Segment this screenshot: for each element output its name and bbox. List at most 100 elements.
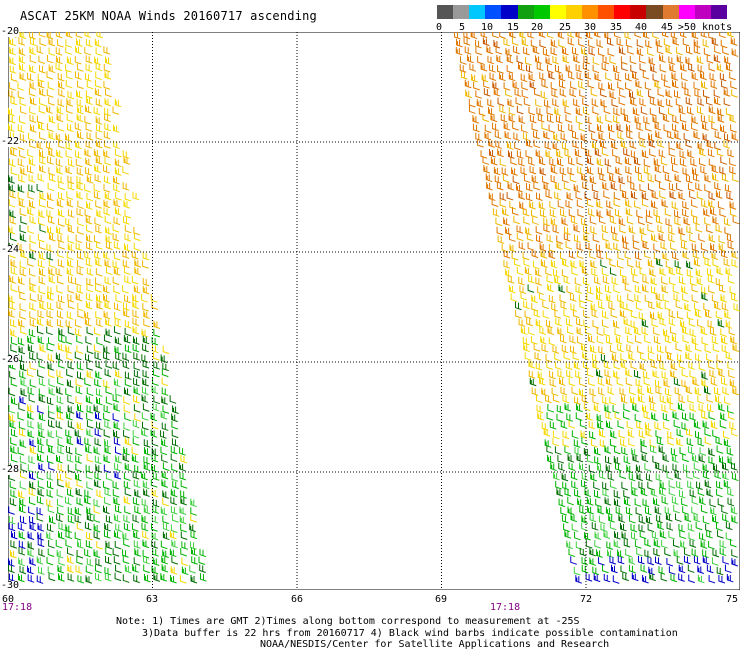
wind-barb [721, 336, 728, 345]
wind-barb [77, 105, 84, 115]
wind-barb [616, 123, 624, 132]
wind-barb [598, 301, 605, 310]
wind-barb [527, 284, 535, 293]
wind-barb [65, 524, 72, 533]
wind-barb [658, 233, 666, 242]
wind-barb [586, 166, 594, 175]
wind-barb [76, 285, 84, 294]
wind-barb [656, 45, 664, 55]
wind-barb [123, 522, 131, 532]
wind-barb [552, 141, 560, 151]
wind-barb [532, 260, 540, 270]
wind-barb [701, 336, 709, 346]
wind-barb [702, 463, 710, 472]
wind-barb [588, 124, 596, 133]
wind-barb [493, 39, 501, 49]
wind-barb [76, 371, 84, 380]
wind-barb [58, 573, 65, 582]
wind-barb [711, 164, 719, 174]
wind-barb [676, 311, 684, 320]
wind-barb [86, 224, 93, 234]
wind-barb [570, 556, 577, 565]
wind-barb [607, 82, 615, 91]
wind-barb [717, 107, 724, 117]
wind-barb [112, 233, 120, 242]
wind-barb [725, 521, 733, 531]
wind-barb [563, 182, 571, 191]
wind-barb [613, 370, 620, 379]
wind-barb [639, 139, 647, 148]
wind-barb [39, 191, 47, 201]
wind-barb [543, 428, 551, 437]
wind-barb [680, 540, 687, 549]
wind-barb [19, 515, 27, 525]
wind-barb [536, 404, 544, 414]
wind-barb [732, 343, 740, 352]
wind-barb [609, 556, 617, 565]
wind-barb [661, 540, 668, 549]
wind-barb [141, 328, 149, 338]
wind-barb [122, 360, 130, 370]
wind-barb [105, 515, 113, 524]
wind-barb [696, 55, 704, 65]
wind-barb [678, 564, 686, 574]
wind-barb [718, 284, 726, 293]
wind-barb [47, 192, 54, 202]
wind-barb [678, 490, 686, 499]
wind-barb [95, 572, 102, 582]
wind-barb [546, 412, 554, 421]
wind-barb [711, 122, 718, 131]
wind-barb [190, 547, 198, 557]
wind-barb [46, 343, 54, 352]
wind-barb [8, 107, 15, 117]
wind-barb [678, 360, 686, 370]
wind-barb [153, 368, 160, 378]
wind-barb [668, 141, 676, 151]
wind-barb [132, 430, 140, 439]
wind-barb [46, 326, 53, 336]
wind-barb [66, 56, 74, 65]
wind-barb [113, 302, 121, 312]
wind-barb [723, 140, 731, 149]
wind-barb [601, 267, 609, 277]
wind-barb [557, 124, 565, 133]
wind-barb [665, 218, 673, 227]
wind-barb [573, 361, 581, 370]
wind-barb [523, 46, 530, 56]
wind-barb [489, 72, 497, 81]
wind-barb [702, 39, 710, 48]
wind-barb [29, 124, 37, 133]
wind-barb [649, 403, 657, 412]
wind-barb [161, 564, 169, 573]
wind-barb [180, 548, 187, 557]
wind-barb [709, 498, 717, 508]
wind-barb [574, 277, 582, 286]
wind-barb [545, 190, 553, 199]
wind-barb [723, 88, 731, 97]
wind-barb [581, 557, 589, 566]
wind-barb [702, 251, 710, 260]
wind-barb [76, 251, 84, 260]
wind-barb [67, 123, 74, 133]
wind-barb [570, 345, 577, 354]
wind-barb [602, 275, 610, 285]
wind-barb [133, 362, 141, 371]
wind-barb [618, 97, 626, 106]
wind-barb [684, 513, 692, 523]
wind-barb [668, 566, 676, 575]
wind-barb [67, 464, 75, 474]
wind-barb [48, 572, 56, 582]
wind-barb [613, 456, 621, 465]
wind-barb [670, 447, 678, 457]
wind-barb [18, 63, 26, 72]
wind-barb [619, 470, 627, 480]
wind-barb [643, 377, 651, 386]
wind-barb [674, 217, 681, 226]
wind-barb [520, 292, 528, 301]
wind-barb [711, 251, 719, 261]
wind-barb [57, 343, 65, 352]
wind-barb [694, 302, 701, 312]
wind-barb [58, 191, 65, 201]
wind-barb [677, 402, 685, 412]
wind-barb [652, 32, 659, 39]
